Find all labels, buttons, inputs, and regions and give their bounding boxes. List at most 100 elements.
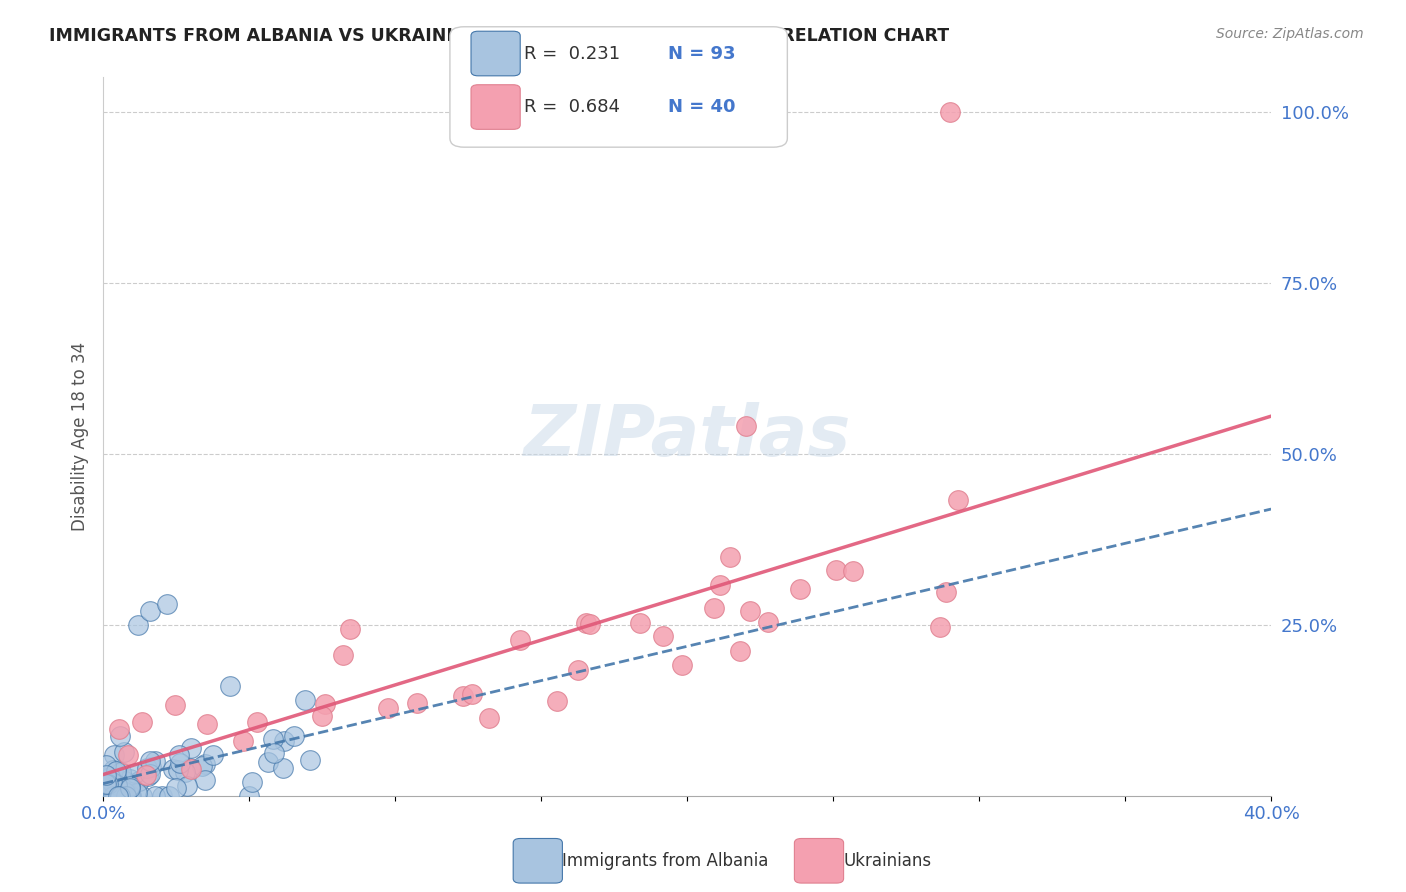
Point <box>107 789 129 803</box>
Point <box>98 789 121 803</box>
Point <box>97 772 120 786</box>
Point <box>139 604 162 618</box>
Point <box>94 789 117 803</box>
Point <box>461 687 484 701</box>
Point <box>118 772 141 786</box>
Point <box>105 789 128 803</box>
Text: R =  0.684: R = 0.684 <box>524 98 620 116</box>
Point <box>114 785 136 799</box>
Point <box>150 789 173 803</box>
Point <box>94 768 117 782</box>
Point <box>789 582 811 597</box>
Point <box>709 578 731 592</box>
Text: IMMIGRANTS FROM ALBANIA VS UKRAINIAN DISABILITY AGE 18 TO 34 CORRELATION CHART: IMMIGRANTS FROM ALBANIA VS UKRAINIAN DIS… <box>49 27 949 45</box>
Point <box>157 789 180 803</box>
Point <box>97 777 120 791</box>
Point <box>179 761 201 775</box>
Point <box>120 789 142 803</box>
Point <box>101 775 124 789</box>
Point <box>97 782 120 797</box>
Point <box>141 760 163 774</box>
Point <box>94 789 117 803</box>
Point <box>101 772 124 787</box>
Point <box>294 692 316 706</box>
Point <box>283 730 305 744</box>
Point <box>478 711 501 725</box>
Point <box>104 789 127 803</box>
Point <box>118 788 141 802</box>
Point <box>124 766 146 780</box>
Text: Immigrants from Albania: Immigrants from Albania <box>562 852 769 870</box>
Point <box>166 763 188 777</box>
Point <box>162 762 184 776</box>
Point <box>238 789 260 803</box>
Point <box>112 789 135 803</box>
Point <box>94 789 117 803</box>
Point <box>332 648 354 662</box>
Point <box>101 789 124 803</box>
Point <box>138 754 160 768</box>
Point <box>110 789 132 803</box>
Point <box>103 747 125 762</box>
Point <box>509 632 531 647</box>
Point <box>118 779 141 793</box>
Text: Ukrainians: Ukrainians <box>844 852 932 870</box>
Point <box>117 748 139 763</box>
Point <box>451 689 474 703</box>
Point <box>105 764 128 778</box>
Point <box>112 745 135 759</box>
Point <box>734 419 756 434</box>
Point <box>98 789 121 803</box>
Point <box>567 663 589 677</box>
Point <box>165 780 187 795</box>
Point <box>574 615 596 630</box>
Point <box>257 756 280 770</box>
Point <box>107 778 129 792</box>
Point <box>928 620 950 634</box>
Point <box>194 756 217 771</box>
Point <box>718 549 741 564</box>
Point <box>103 776 125 790</box>
Point <box>131 789 153 803</box>
Point <box>271 761 294 775</box>
Point <box>118 779 141 793</box>
Point <box>143 754 166 768</box>
Point <box>103 763 125 777</box>
Point <box>218 679 240 693</box>
Point <box>94 758 117 772</box>
Point <box>935 585 957 599</box>
Point <box>156 597 179 611</box>
Point <box>98 782 121 797</box>
Point <box>135 768 157 782</box>
Point <box>169 756 191 770</box>
Point <box>139 766 162 780</box>
Point <box>94 789 117 803</box>
Point <box>96 772 118 786</box>
Point <box>240 775 263 789</box>
Point <box>105 780 128 795</box>
Point <box>180 762 202 776</box>
Text: Source: ZipAtlas.com: Source: ZipAtlas.com <box>1216 27 1364 41</box>
Point <box>377 701 399 715</box>
Point <box>246 715 269 730</box>
Point <box>98 784 121 798</box>
Point <box>197 717 219 731</box>
Point <box>671 657 693 672</box>
Point <box>740 604 762 618</box>
Point <box>128 774 150 789</box>
Point <box>143 789 166 803</box>
Point <box>756 615 779 629</box>
Point <box>202 748 225 763</box>
Point <box>125 786 148 800</box>
Point <box>135 761 157 775</box>
Point <box>101 789 124 803</box>
Point <box>299 754 322 768</box>
Point <box>114 773 136 788</box>
Text: N = 40: N = 40 <box>668 98 735 116</box>
Point <box>176 779 198 793</box>
Point <box>579 617 602 632</box>
Point <box>94 777 117 791</box>
Text: ZIPatlas: ZIPatlas <box>523 402 851 471</box>
Point <box>703 601 725 615</box>
Point <box>108 729 131 743</box>
